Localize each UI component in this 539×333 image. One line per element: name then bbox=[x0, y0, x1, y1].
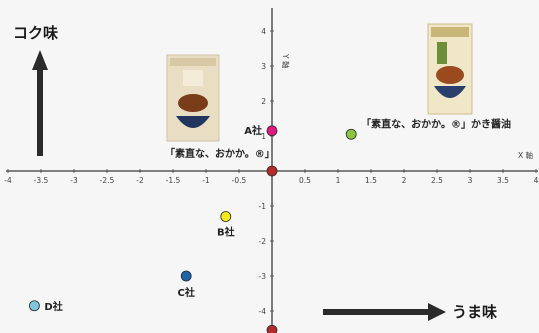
x-tick-label: 2 bbox=[402, 176, 407, 185]
horizontal-arrow bbox=[323, 303, 446, 321]
data-point bbox=[266, 324, 278, 333]
x-tick-label: 2.5 bbox=[431, 176, 443, 185]
x-tick-label: -0.5 bbox=[232, 176, 247, 185]
point-label: A社 bbox=[244, 124, 262, 137]
x-tick-label: 1 bbox=[336, 176, 341, 185]
y-tick-label: 2 bbox=[261, 97, 266, 106]
x-axis-name: X 軸 bbox=[518, 150, 533, 160]
point-label: D社 bbox=[44, 300, 62, 313]
data-point bbox=[29, 300, 40, 312]
data-point bbox=[345, 128, 357, 140]
x-tick-label: 3.5 bbox=[497, 176, 509, 185]
point-label: 「素直な、おかか。®」かき醤油 bbox=[361, 117, 511, 130]
y-tick-label: -1 bbox=[259, 202, 267, 211]
y-tick-label: -3 bbox=[259, 272, 267, 281]
vertical-arrow bbox=[32, 50, 48, 156]
x-axis-label: うま味 bbox=[452, 303, 497, 321]
point-label: C社 bbox=[178, 286, 195, 299]
y-tick-label: 1 bbox=[261, 132, 266, 141]
data-point bbox=[180, 270, 192, 282]
x-tick-label: 0.5 bbox=[299, 176, 311, 185]
x-tick-label: -3 bbox=[70, 176, 78, 185]
y-tick-label: -4 bbox=[259, 307, 267, 316]
data-point bbox=[220, 211, 232, 222]
y-axis-label: コク味 bbox=[13, 24, 58, 42]
x-tick-label: -2.5 bbox=[100, 176, 115, 185]
x-tick-label: -3.5 bbox=[34, 176, 49, 185]
y-tick-label: 4 bbox=[261, 27, 266, 36]
y-axis-name: Y 軸 bbox=[281, 53, 291, 68]
x-tick-label: 4 bbox=[534, 176, 539, 185]
product-label-left: 「素直な、おかか。®」 bbox=[165, 147, 275, 160]
product-image-left bbox=[166, 54, 220, 142]
y-tick-label: -2 bbox=[259, 237, 267, 246]
x-tick-label: 3 bbox=[468, 176, 473, 185]
point-label: B社 bbox=[217, 226, 235, 239]
x-tick-label: -1.5 bbox=[166, 176, 181, 185]
data-point bbox=[266, 125, 278, 137]
x-tick-label: -1 bbox=[202, 176, 210, 185]
data-point bbox=[266, 165, 278, 177]
y-tick-label: 3 bbox=[261, 62, 266, 71]
x-tick-label: -4 bbox=[4, 176, 12, 185]
x-tick-label: 1.5 bbox=[365, 176, 377, 185]
x-tick-label: -2 bbox=[136, 176, 144, 185]
product-image-right bbox=[427, 23, 473, 115]
